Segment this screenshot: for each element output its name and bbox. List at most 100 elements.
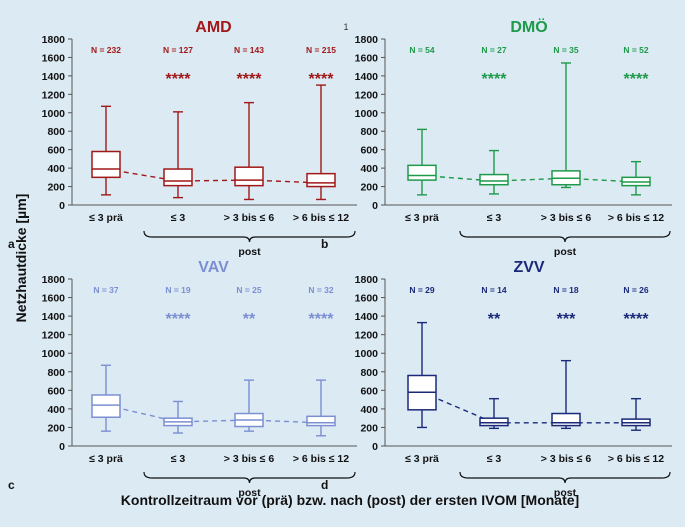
median-trend-line [105,168,322,184]
y-tick-label: 400 [360,163,378,175]
panel-vav: 0 200 400 600 800 1000 1200 1400 1600 1800 VAV N = … [8,259,357,499]
significance-marker: **** [309,71,335,88]
median-trend-line [421,391,636,424]
x-tick-label: > 6 bis ≤ 12 [608,212,664,224]
y-tick-label: 400 [360,404,378,416]
n-label: N = 232 [91,45,121,55]
n-label: N = 52 [623,45,649,55]
y-tick-label: 200 [47,182,65,194]
box-3 [551,359,581,430]
y-tick-label: 600 [360,145,378,157]
y-tick-label: 1000 [355,108,379,120]
significance-marker: **** [309,311,335,328]
significance-marker: *** [557,311,576,328]
iqr-box [306,415,336,427]
x-axis-label: Kontrollzeitraum vor (prä) bzw. nach (po… [121,492,579,508]
significance-marker: ** [488,311,501,328]
n-label: N = 14 [481,285,507,295]
x-tick-label: > 6 bis ≤ 12 [293,453,349,465]
y-tick-label: 1000 [42,348,66,360]
significance-marker: ** [243,311,256,328]
y-tick-label: 1800 [355,34,379,46]
n-label: N = 26 [623,285,649,295]
y-tick-label: 0 [372,200,378,212]
x-tick-label: ≤ 3 [487,212,502,224]
box-4 [306,84,336,201]
n-label: N = 127 [163,45,193,55]
y-tick-label: 800 [47,126,65,138]
panel-letter: a [8,237,15,251]
median-trend-line [105,404,322,424]
x-tick-label: ≤ 3 [171,212,186,224]
y-tick-label: 1200 [42,89,66,101]
x-tick-label: ≤ 3 prä [89,453,123,465]
y-tick-label: 800 [360,367,378,379]
y-tick-label: 600 [360,385,378,397]
box-2 [163,400,193,434]
iqr-box [479,173,509,186]
box-1 [407,321,437,429]
significance-marker: **** [624,71,650,88]
x-tick-label: > 6 bis ≤ 12 [293,212,349,224]
post-label: post [554,246,577,258]
iqr-box [163,168,193,187]
significance-marker: **** [166,71,192,88]
y-tick-label: 0 [59,441,65,453]
panel-title: AMD [195,19,231,36]
n-label: N = 19 [165,285,191,295]
n-label: N = 18 [553,285,579,295]
n-label: N = 32 [308,285,334,295]
significance-marker: **** [237,71,263,88]
y-tick-label: 600 [47,385,65,397]
panel-title: ZVV [513,259,544,276]
y-axis-label: Netzhautdicke [µm] [13,194,29,323]
post-bracket [459,230,671,243]
post-label: post [238,487,261,499]
y-tick-label: 600 [47,145,65,157]
panel-title: VAV [198,259,229,276]
x-tick-label: > 3 bis ≤ 6 [224,212,275,224]
x-tick-label: > 3 bis ≤ 6 [541,453,592,465]
box-1 [91,364,121,432]
y-tick-label: 1000 [42,108,66,120]
y-tick-label: 1400 [355,311,379,323]
x-tick-label: ≤ 3 prä [405,212,439,224]
y-tick-label: 1800 [355,274,379,286]
y-tick-label: 1800 [42,34,66,46]
iqr-box [91,394,121,418]
x-tick-label: ≤ 3 prä [405,453,439,465]
iqr-box [234,166,264,187]
y-tick-label: 200 [360,422,378,434]
box-3 [234,379,264,432]
panel-letter: b [321,237,328,251]
x-tick-label: > 6 bis ≤ 12 [608,453,664,465]
n-label: N = 25 [236,285,262,295]
panel-letter: c [8,478,15,492]
y-tick-label: 400 [47,163,65,175]
box-3 [234,101,264,201]
y-tick-label: 1400 [42,71,66,83]
iqr-box [306,172,336,188]
y-tick-label: 1200 [355,330,379,342]
post-label: post [554,487,577,499]
box-4 [306,379,336,437]
significance-marker: **** [166,311,192,328]
box-4 [621,397,651,431]
y-tick-label: 200 [360,182,378,194]
y-tick-label: 1600 [42,293,66,305]
post-bracket [459,471,671,484]
iqr-box [91,150,121,179]
panel-letter: d [321,478,328,492]
n-label: N = 143 [234,45,264,55]
box-1 [407,128,437,196]
y-tick-label: 1400 [42,311,66,323]
box-4 [621,160,651,196]
median-trend-line [421,174,637,183]
x-tick-label: ≤ 3 [171,453,186,465]
x-tick-label: > 3 bis ≤ 6 [224,453,275,465]
y-tick-label: 800 [47,367,65,379]
x-tick-label: ≤ 3 [487,453,502,465]
